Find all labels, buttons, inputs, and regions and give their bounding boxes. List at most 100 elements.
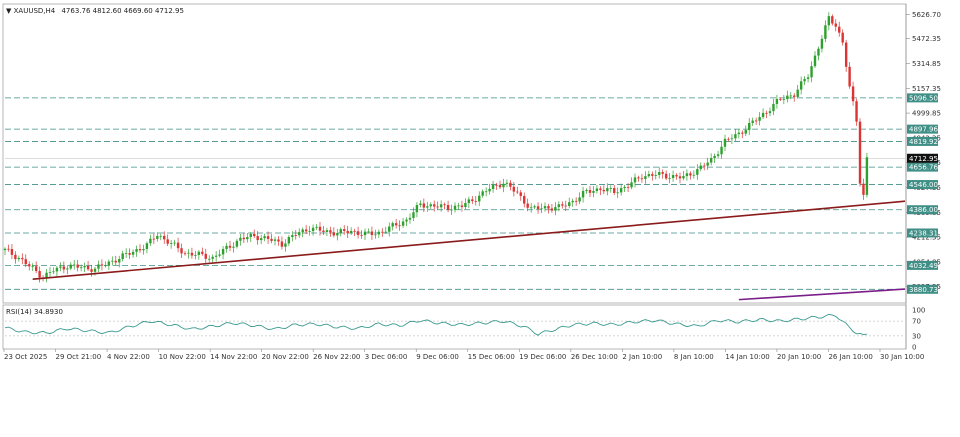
candle-body [367, 231, 370, 233]
candle-body [810, 66, 813, 78]
candle-body [723, 138, 727, 147]
candle-body [803, 78, 806, 82]
symbol-header: ▼ XAUUSD,H4 4763.76 4812.60 4669.60 4712… [6, 7, 184, 15]
time-tick-label: 23 Oct 2025 [4, 353, 47, 361]
candle-body [166, 239, 169, 244]
candle-body [336, 233, 339, 236]
level-price-tag-bg [907, 124, 938, 134]
candle-body [775, 98, 779, 104]
candle-body [401, 221, 405, 226]
rsi-scale-label: 70 [912, 318, 921, 326]
candle-body [651, 174, 654, 176]
candle-body [796, 89, 799, 97]
support-trendline[interactable] [738, 288, 906, 301]
candle-body [221, 248, 225, 255]
candle-body [713, 155, 716, 158]
level-price-tag-bg [907, 136, 938, 146]
candle-body [464, 203, 467, 208]
candle-body [374, 234, 377, 236]
candle-body [152, 238, 156, 240]
candle-body [62, 266, 66, 270]
candle-body [484, 191, 488, 193]
candle-body [256, 236, 259, 241]
level-price-tag-bg [907, 260, 938, 270]
candle-body [76, 264, 79, 268]
candle-body [640, 178, 644, 180]
candle-body [813, 55, 817, 67]
candle-body [716, 154, 720, 156]
candle-body [817, 48, 820, 56]
candle-body [214, 255, 218, 257]
candle-body [782, 99, 786, 100]
candle-body [415, 205, 419, 213]
ascending-trendline[interactable] [32, 200, 906, 280]
candle-body [86, 265, 90, 270]
candle-body [225, 245, 228, 249]
candle-body [93, 268, 97, 272]
candle-body [554, 207, 557, 211]
candle-body [844, 42, 848, 67]
level-price-tag: 4238.31 [909, 229, 938, 237]
candle-body [138, 249, 142, 251]
candle-body [38, 270, 41, 278]
candle-body [218, 254, 221, 256]
candle-body [405, 219, 408, 222]
candle-body [14, 254, 17, 260]
candle-body [623, 186, 626, 189]
candle-body [284, 243, 287, 247]
candle-body [204, 253, 207, 259]
candle-body [564, 205, 567, 207]
candle-body [730, 138, 734, 140]
candle-body [491, 184, 495, 189]
ohlc-values: 4763.76 4812.60 4669.60 4712.95 [61, 7, 183, 15]
candle-body [758, 117, 761, 121]
current-price-tag: 4712.95 [909, 155, 938, 163]
candle-body [277, 239, 280, 242]
candle-body [799, 81, 803, 90]
candle-body [353, 230, 356, 232]
candle-body [339, 229, 342, 234]
candle-body [176, 242, 180, 249]
chart-menu-arrow[interactable]: ▼ [6, 7, 14, 15]
candle-body [121, 253, 124, 260]
time-tick-label: 20 Jan 10:00 [777, 353, 821, 361]
candle-body [343, 229, 346, 231]
candle-body [543, 206, 547, 209]
level-price-tag-bg [907, 228, 938, 238]
candle-body [287, 237, 291, 244]
price-tick-label: 4999.85 [912, 110, 941, 118]
candle-body [737, 132, 741, 135]
candle-body [720, 146, 723, 155]
candle-body [270, 238, 273, 241]
candle-body [768, 111, 772, 114]
candle-body [426, 206, 429, 208]
candle-body [606, 188, 609, 192]
level-price-tag: 4819.92 [909, 138, 938, 146]
candle-body [253, 233, 256, 237]
candle-body [443, 204, 446, 206]
candle-body [592, 191, 595, 193]
candle-body [706, 162, 709, 166]
candle-body [7, 248, 10, 250]
candle-body [329, 230, 332, 233]
candle-body [66, 268, 69, 270]
candle-body [408, 217, 412, 220]
candle-body [104, 265, 107, 267]
candle-body [519, 192, 522, 196]
price-tick-label: 4212.35 [912, 234, 941, 242]
candle-body [24, 259, 27, 265]
candle-body [855, 101, 858, 122]
candle-body [824, 25, 827, 39]
candle-body [831, 16, 834, 24]
candle-body [325, 230, 329, 232]
candle-body [727, 138, 730, 140]
candle-body [187, 252, 190, 254]
candle-body [540, 208, 543, 210]
price-axis: 5626.705472.355314.855157.354999.854842.… [906, 11, 941, 291]
candle-body [422, 203, 426, 208]
current-price-tag-bg [907, 153, 938, 163]
time-tick-label: 9 Dec 06:00 [416, 353, 459, 361]
candle-body [453, 205, 457, 210]
